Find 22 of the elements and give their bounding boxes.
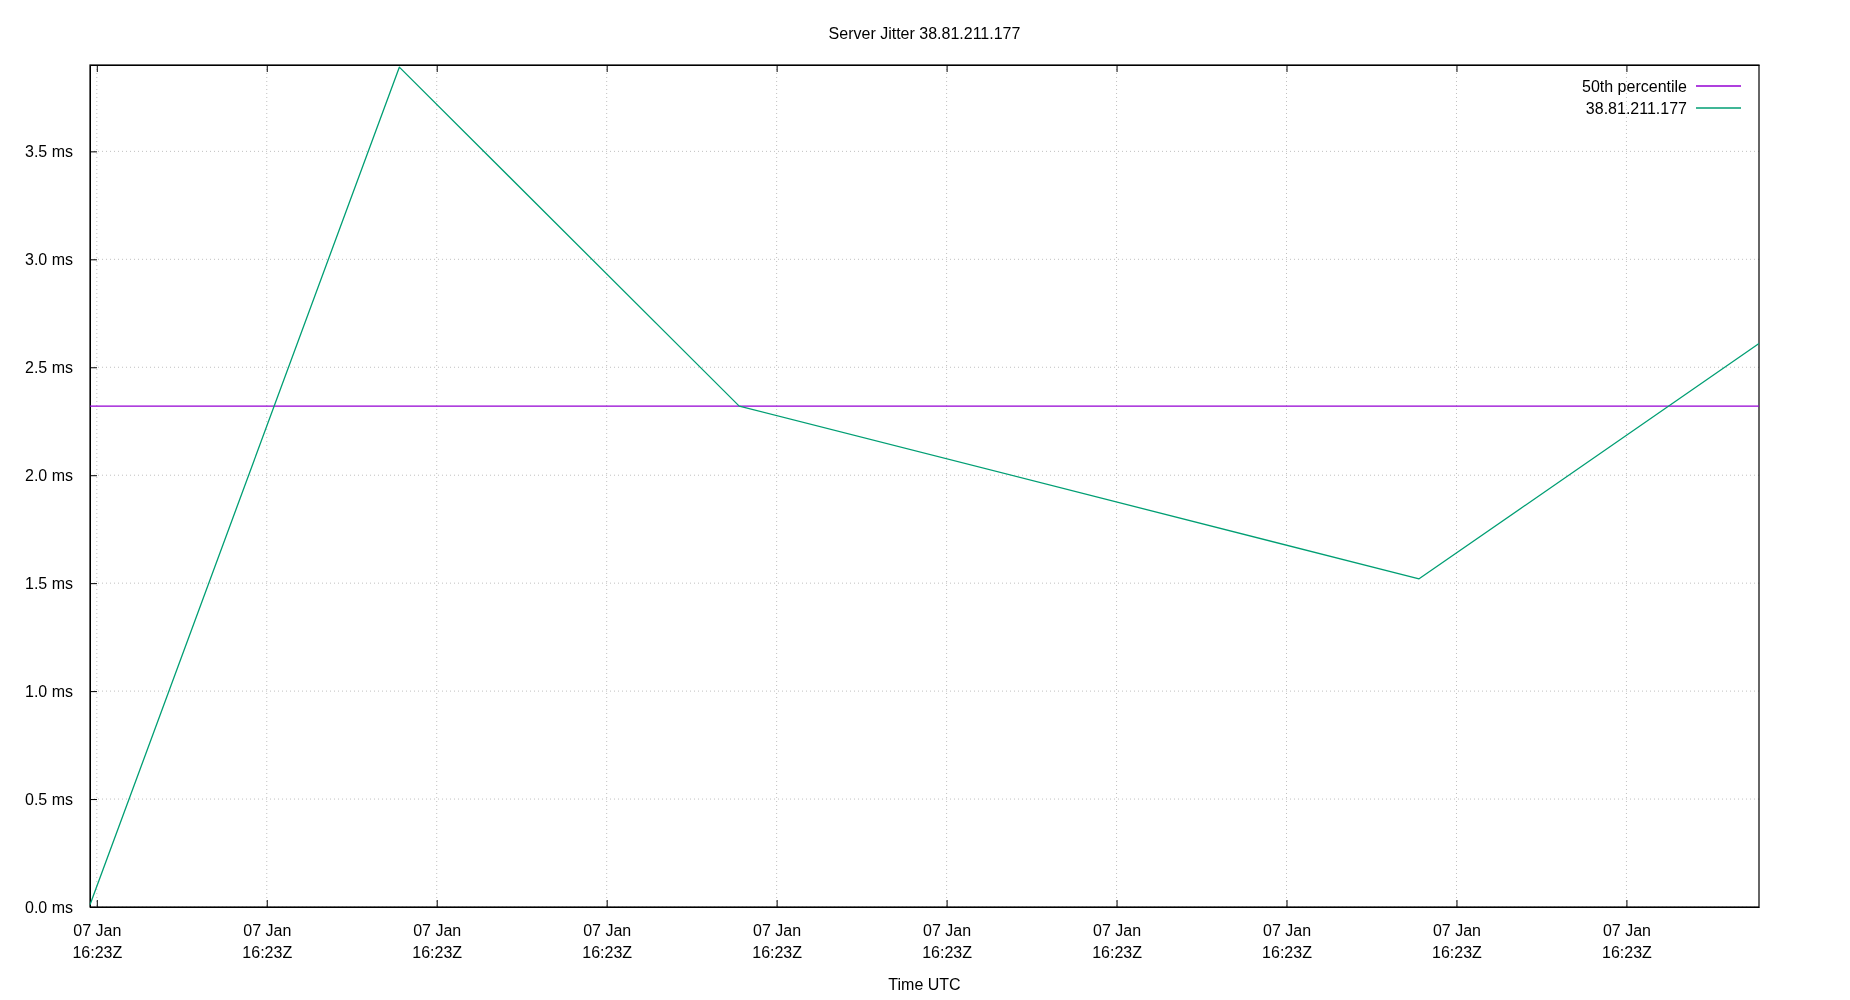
y-tick-label: 0.5 ms [24,790,73,808]
y-tick-label: 0.0 ms [24,898,73,916]
x-axis-title: Time UTC [888,975,961,993]
y-tick-label: 2.5 ms [24,358,73,376]
y-tick-label: 3.0 ms [24,250,73,268]
legend-label: 50th percentile [1582,77,1688,95]
x-tick-label: 07 Jan 16:23Z [242,922,293,961]
x-tick-label: 07 Jan 16:23Z [412,922,463,961]
x-tick-label: 07 Jan 16:23Z [1262,922,1313,961]
x-tick-label: 07 Jan 16:23Z [1092,922,1143,961]
y-tick-label: 1.0 ms [24,682,73,700]
chart-title: Server Jitter 38.81.211.177 [828,24,1021,42]
x-tick-label: 07 Jan 16:23Z [752,922,803,961]
x-tick-label: 07 Jan 16:23Z [922,922,973,961]
x-tick-label: 07 Jan 16:23Z [1602,922,1653,961]
x-tick-label: 07 Jan 16:23Z [72,922,123,961]
y-tick-label: 1.5 ms [24,574,73,592]
x-tick-label: 07 Jan 16:23Z [1432,922,1483,961]
y-tick-label: 2.0 ms [24,466,73,484]
legend-label: 38.81.211.177 [1585,99,1688,117]
y-tick-label: 3.5 ms [24,142,73,160]
x-tick-label: 07 Jan 16:23Z [582,922,633,961]
